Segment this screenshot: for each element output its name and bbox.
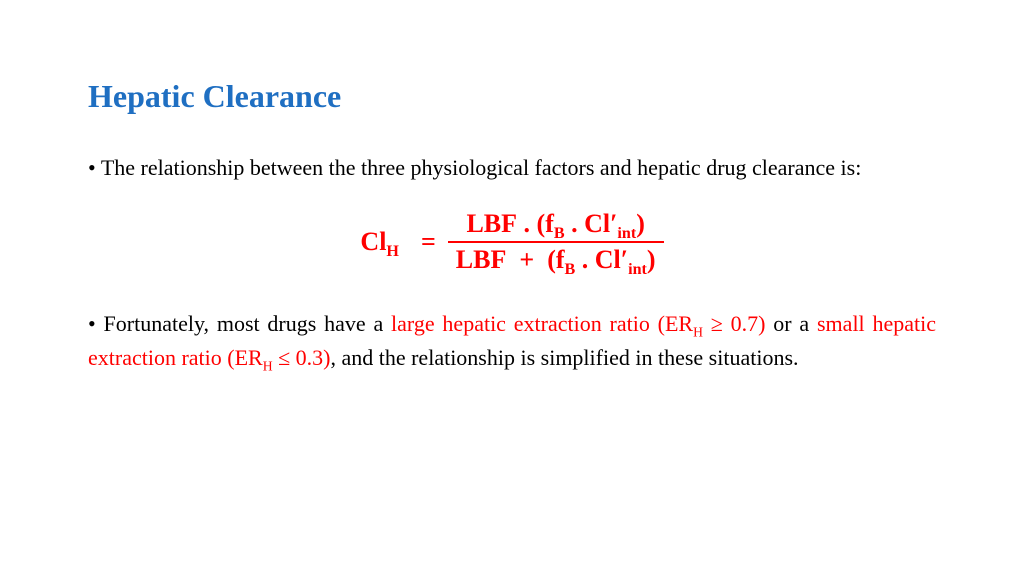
num-lparen: ( <box>537 209 546 238</box>
page-title: Hepatic Clearance <box>88 78 936 115</box>
eq-lhs-base: Cl <box>360 227 386 256</box>
paragraph-2: • Fortunately, most drugs have a large h… <box>88 307 936 375</box>
paragraph-1: • The relationship between the three phy… <box>88 151 936 185</box>
eq-lhs: ClH <box>360 227 399 257</box>
den-plus: + <box>519 245 534 274</box>
den-rparen: ) <box>647 245 656 274</box>
den-dot2: . <box>582 245 589 274</box>
p2-red2b: ≤ 0.3) <box>273 345 331 370</box>
equation: ClH = LBF . (fB . Cl′int) LBF + (fB . Cl… <box>360 207 663 277</box>
den-cl-sub: int <box>628 261 647 278</box>
num-dot2: . <box>571 209 578 238</box>
p2-red1: large hepatic extraction ratio (ERH ≥ 0.… <box>391 311 765 336</box>
den-cl: Cl <box>595 245 621 274</box>
den-f-sub: B <box>565 261 576 278</box>
eq-denominator: LBF + (fB . Cl′int) <box>448 243 664 277</box>
p2-seg2: or a <box>765 311 817 336</box>
num-dot1: . <box>524 209 531 238</box>
eq-fraction: LBF . (fB . Cl′int) LBF + (fB . Cl′int) <box>448 207 664 277</box>
p2-seg1: Fortunately, most drugs have a <box>104 311 392 336</box>
eq-equals: = <box>421 227 436 257</box>
num-f: f <box>545 209 554 238</box>
num-rparen: ) <box>636 209 645 238</box>
p2-seg3: , and the relationship is simplified in … <box>330 345 798 370</box>
p2-red1a: large hepatic extraction ratio (ER <box>391 311 693 336</box>
num-cl-sub: int <box>617 225 636 242</box>
p2-red1-sub: H <box>693 324 703 339</box>
den-prime: ′ <box>621 245 628 274</box>
equation-block: ClH = LBF . (fB . Cl′int) LBF + (fB . Cl… <box>88 207 936 277</box>
p2-red1b: ≥ 0.7) <box>703 311 766 336</box>
bullet: • <box>88 311 96 336</box>
num-f-sub: B <box>554 225 565 242</box>
bullet: • <box>88 155 96 180</box>
para1-text: The relationship between the three physi… <box>101 155 862 180</box>
eq-lhs-sub: H <box>386 243 399 260</box>
num-lbf: LBF <box>466 209 517 238</box>
den-f: f <box>556 245 565 274</box>
eq-numerator: LBF . (fB . Cl′int) <box>458 207 652 241</box>
num-cl: Cl <box>584 209 610 238</box>
den-lparen: ( <box>547 245 556 274</box>
den-lbf: LBF <box>456 245 507 274</box>
p2-red2-sub: H <box>263 359 273 374</box>
